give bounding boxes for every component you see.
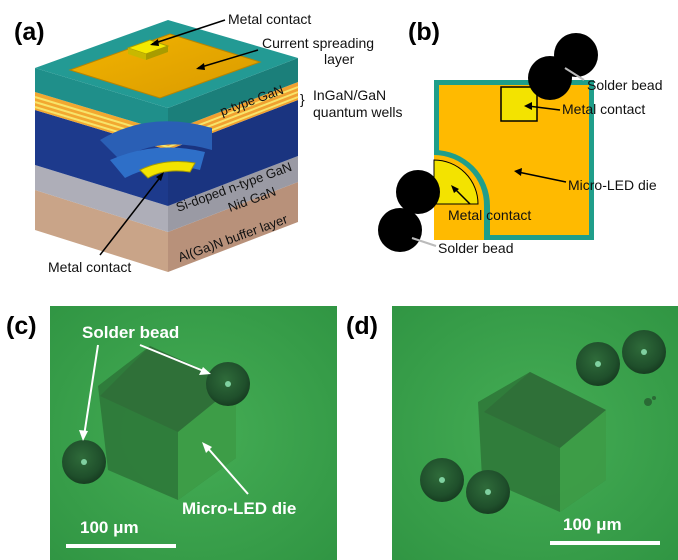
- metal-contact-bottom: [139, 161, 196, 179]
- qw-bracket: }: [300, 91, 305, 107]
- panel-b-letter: (b): [408, 18, 440, 46]
- qw-label-2: quantum wells: [313, 104, 403, 120]
- n-layer-right: [168, 100, 298, 206]
- panel-c-letter: (c): [6, 312, 37, 340]
- etch-wall: [100, 121, 212, 160]
- buffer-layer-right: [168, 182, 298, 272]
- solder-bead-label-c: Solder bead: [82, 323, 179, 342]
- nid-layer-front: [35, 165, 168, 232]
- panel-b: (b) Solder bead Metal contact Micro-LED …: [378, 18, 663, 256]
- p-layer-front: [35, 68, 168, 132]
- layer-stack: [34, 20, 299, 272]
- solder-bead: [396, 170, 440, 214]
- n-layer-front: [35, 110, 168, 206]
- solder-bead: [528, 56, 572, 100]
- metal-contact-top-label: Metal contact: [228, 11, 311, 27]
- scale-bar-d: [550, 541, 660, 545]
- qw-label-1: InGaN/GaN: [313, 87, 386, 103]
- metal-contact-quarter: [433, 159, 479, 205]
- current-spreading-label-2: layer: [324, 51, 355, 67]
- solder-bead-top-label: Solder bead: [587, 77, 663, 93]
- panel-c: (c) Solder bead Micro-LED die 100 μm: [6, 306, 337, 560]
- scale-bar-c: [66, 544, 176, 548]
- nid-layer-right: [168, 156, 298, 232]
- scale-label-d: 100 μm: [563, 515, 622, 534]
- micro-led-die-label-c: Micro-LED die: [182, 499, 296, 518]
- p-layer-right: [168, 58, 298, 132]
- solder-bead-bottom-label: Solder bead: [438, 240, 514, 256]
- current-spreading-label-1: Current spreading: [262, 35, 374, 51]
- metal-contact-bottom-label: Metal contact: [48, 259, 131, 275]
- etch-floor: [110, 147, 205, 178]
- panel-d-letter: (d): [346, 312, 378, 340]
- panel-a-letter: (a): [14, 18, 45, 46]
- solder-bead: [378, 208, 422, 252]
- panel-d: (d) 100 μm: [346, 306, 678, 560]
- metal-contact-square-label: Metal contact: [562, 101, 645, 117]
- buffer-layer-front: [35, 190, 168, 272]
- scale-label-c: 100 μm: [80, 518, 139, 537]
- panel-a: (a): [14, 11, 403, 275]
- metal-contact-quarter-label: Metal contact: [448, 207, 531, 223]
- micro-led-die-label: Micro-LED die: [568, 177, 657, 193]
